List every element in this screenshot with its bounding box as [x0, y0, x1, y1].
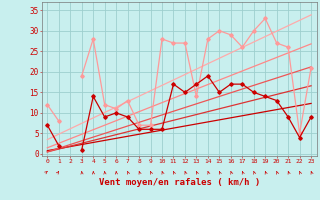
X-axis label: Vent moyen/en rafales ( km/h ): Vent moyen/en rafales ( km/h ) [99, 178, 260, 187]
